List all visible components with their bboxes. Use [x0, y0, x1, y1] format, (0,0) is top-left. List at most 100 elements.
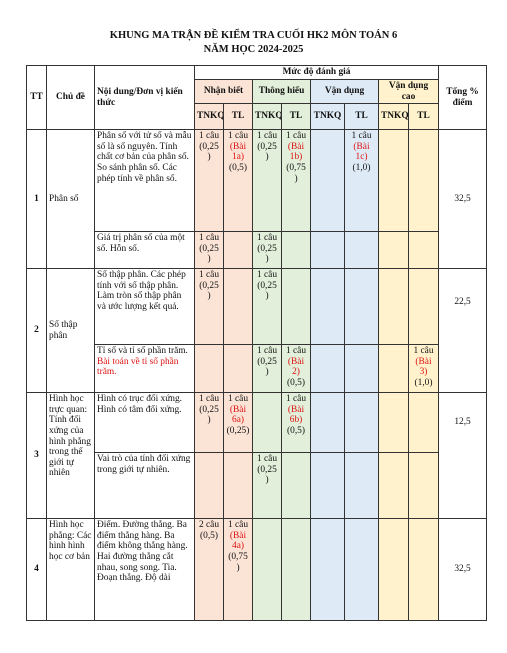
table-row: 3 Hình học trực quan: Tính đối xứng của …: [26, 392, 488, 520]
cell-nb-tnkq: [194, 452, 224, 520]
cell-vd-tl: [344, 392, 379, 454]
row-tong: 32,5: [438, 518, 488, 622]
header-level-van-dung-cao: Vận dụng cao: [377, 78, 440, 105]
cell-th-tnkq: 1 câu (0,25 ): [252, 452, 282, 520]
cell-nb-tl: 1 câu (Bài 4a) (0,75 ): [223, 518, 253, 622]
header-level-thong-hieu: Thông hiểu: [252, 78, 311, 105]
cell-vdc-tl: [407, 452, 440, 520]
cell-vdc-tl: [407, 231, 440, 270]
cell-vd-tl: [344, 344, 379, 394]
header-tong: Tổng % điểm: [438, 64, 488, 131]
cell-nb-tnkq: 1 câu (0,25 ): [194, 231, 224, 270]
cell-vd-tl: [344, 231, 379, 270]
row-tong: 32,5: [438, 129, 488, 270]
cell-th-tl: 1 câu (Bài 2) (0,5): [281, 344, 311, 394]
cell-vdc-tnkq: [378, 344, 409, 394]
cell-vdc-tnkq: [378, 392, 409, 454]
header-tl: TL: [407, 103, 440, 131]
row-tt: 4: [26, 518, 47, 622]
row-tt: 3: [26, 392, 47, 520]
row-noi-dung: Giá trị phân số của một số. Hỗn số.: [94, 231, 195, 270]
document-title: KHUNG MA TRẬN ĐỀ KIỂM TRA CUỐI HK2 MÔN T…: [109, 30, 398, 41]
row-chu-de: Hình học phẳng: Các hình hình học cơ bản: [46, 518, 95, 622]
header-tnkq: TNKQ: [252, 103, 282, 131]
table-row: Tỉ số và tỉ số phần trăm. Bài toán về tỉ…: [27, 344, 487, 394]
row-noi-dung: Hình có trục đối xứng. Hình có tâm đối x…: [94, 392, 195, 454]
cell-nb-tl: 1 câu (Bài 6a) (0,25): [223, 392, 253, 454]
header-level-nhan-biet: Nhận biết: [194, 78, 253, 105]
row-tong: 22,5: [438, 268, 488, 394]
header-tnkq: TNKQ: [310, 103, 345, 131]
row-chu-de: Phân số: [46, 129, 95, 270]
cell-th-tnkq: 1 câu (0,25 ): [252, 129, 282, 233]
cell-vdc-tl: [407, 268, 440, 346]
cell-vd-tl: [344, 518, 379, 622]
cell-vd-tnkq: [310, 231, 345, 270]
cell-nb-tnkq: 1 câu (0,25 ): [194, 268, 224, 346]
cell-nb-tl: [223, 231, 253, 270]
header-tl: TL: [223, 103, 253, 131]
header-tt: TT: [26, 64, 47, 131]
cell-nb-tl: 1 câu (Bài 1a) (0,5): [223, 129, 253, 233]
cell-nb-tl: [223, 268, 253, 346]
cell-vdc-tnkq: [378, 129, 409, 233]
cell-vdc-tnkq: [378, 452, 409, 520]
table-row: Vai trò của tính đối xứng trong giới tự …: [27, 452, 487, 520]
matrix-table: TT Chủ đề Nội dung/Đơn vị kiến thức Mức …: [26, 64, 488, 622]
cell-th-tnkq: [252, 518, 282, 622]
cell-vdc-tnkq: [378, 268, 409, 346]
cell-nb-tnkq: [194, 344, 224, 394]
table-row: 1 Phân số Phân số với tử số và mẫu số là…: [26, 129, 488, 270]
cell-vd-tnkq: [310, 344, 345, 394]
cell-th-tl: [281, 518, 311, 622]
cell-vdc-tl: [407, 129, 440, 233]
header-level-van-dung: Vận dụng: [310, 78, 379, 105]
cell-th-tl: [281, 452, 311, 520]
header-tnkq: TNKQ: [378, 103, 409, 131]
cell-nb-tnkq: 2 câu (0,5): [194, 518, 224, 622]
cell-th-tnkq: [252, 392, 282, 454]
row-chu-de: Hình học trực quan: Tính đối xứng của hì…: [46, 392, 95, 520]
row-noi-dung: Số thập phân. Các phép tính với số thập …: [94, 268, 195, 346]
cell-vd-tnkq: [310, 452, 345, 520]
cell-vd-tnkq: [310, 392, 345, 454]
row-noi-dung: Vai trò của tính đối xứng trong giới tự …: [94, 452, 195, 520]
cell-vd-tnkq: [310, 129, 345, 233]
table-row: Giá trị phân số của một số. Hỗn số. 1 câ…: [27, 231, 487, 270]
cell-vdc-tl: [407, 518, 440, 622]
cell-nb-tl: [223, 452, 253, 520]
cell-vdc-tl: 1 câu (Bài 3) (1,0): [407, 344, 440, 394]
cell-th-tnkq: 1 câu (0,25 ): [252, 231, 282, 270]
row-tt: 2: [26, 268, 47, 394]
cell-th-tl: 1 câu (Bài 6b) (0,5): [281, 392, 311, 454]
cell-nb-tnkq: 1 câu (0,25 ): [194, 129, 224, 233]
row-tt: 1: [26, 129, 47, 270]
header-tl: TL: [281, 103, 311, 131]
cell-vdc-tl: [407, 392, 440, 454]
header-tl: TL: [344, 103, 379, 131]
cell-th-tl: [281, 268, 311, 346]
table-row: 4 Hình học phẳng: Các hình hình học cơ b…: [26, 518, 488, 622]
cell-nb-tl: [223, 344, 253, 394]
cell-nb-tnkq: 1 câu (0,25 ): [194, 392, 224, 454]
cell-vdc-tnkq: [378, 518, 409, 622]
header-muc-do: Mức độ đánh giá: [193, 65, 440, 80]
cell-vd-tl: [344, 452, 379, 520]
row-tong: 12,5: [438, 392, 488, 520]
row-noi-dung: Phân số với tử số và mẫu số là số nguyên…: [94, 129, 195, 233]
row-noi-dung: Điểm. Đường thẳng. Ba điểm thẳng hàng. B…: [94, 518, 195, 622]
cell-th-tl: 1 câu (Bài 1b) (0,75 ): [281, 129, 311, 233]
row-chu-de: Số thập phân: [46, 268, 95, 394]
cell-vdc-tnkq: [378, 231, 409, 270]
cell-vd-tnkq: [310, 268, 345, 346]
cell-vd-tl: [344, 268, 379, 346]
row-noi-dung: Tỉ số và tỉ số phần trăm. Bài toán về tỉ…: [94, 344, 195, 394]
header-chu-de: Chủ đề: [46, 64, 95, 131]
cell-th-tnkq: 1 câu (0,25 ): [252, 344, 282, 394]
cell-vd-tl: 1 câu (Bài 1c) (1,0): [344, 129, 379, 233]
header-tnkq: TNKQ: [194, 103, 224, 131]
cell-vd-tnkq: [310, 518, 345, 622]
cell-th-tl: [281, 231, 311, 270]
table-row: 2 Số thập phân Số thập phân. Các phép tí…: [26, 268, 488, 394]
